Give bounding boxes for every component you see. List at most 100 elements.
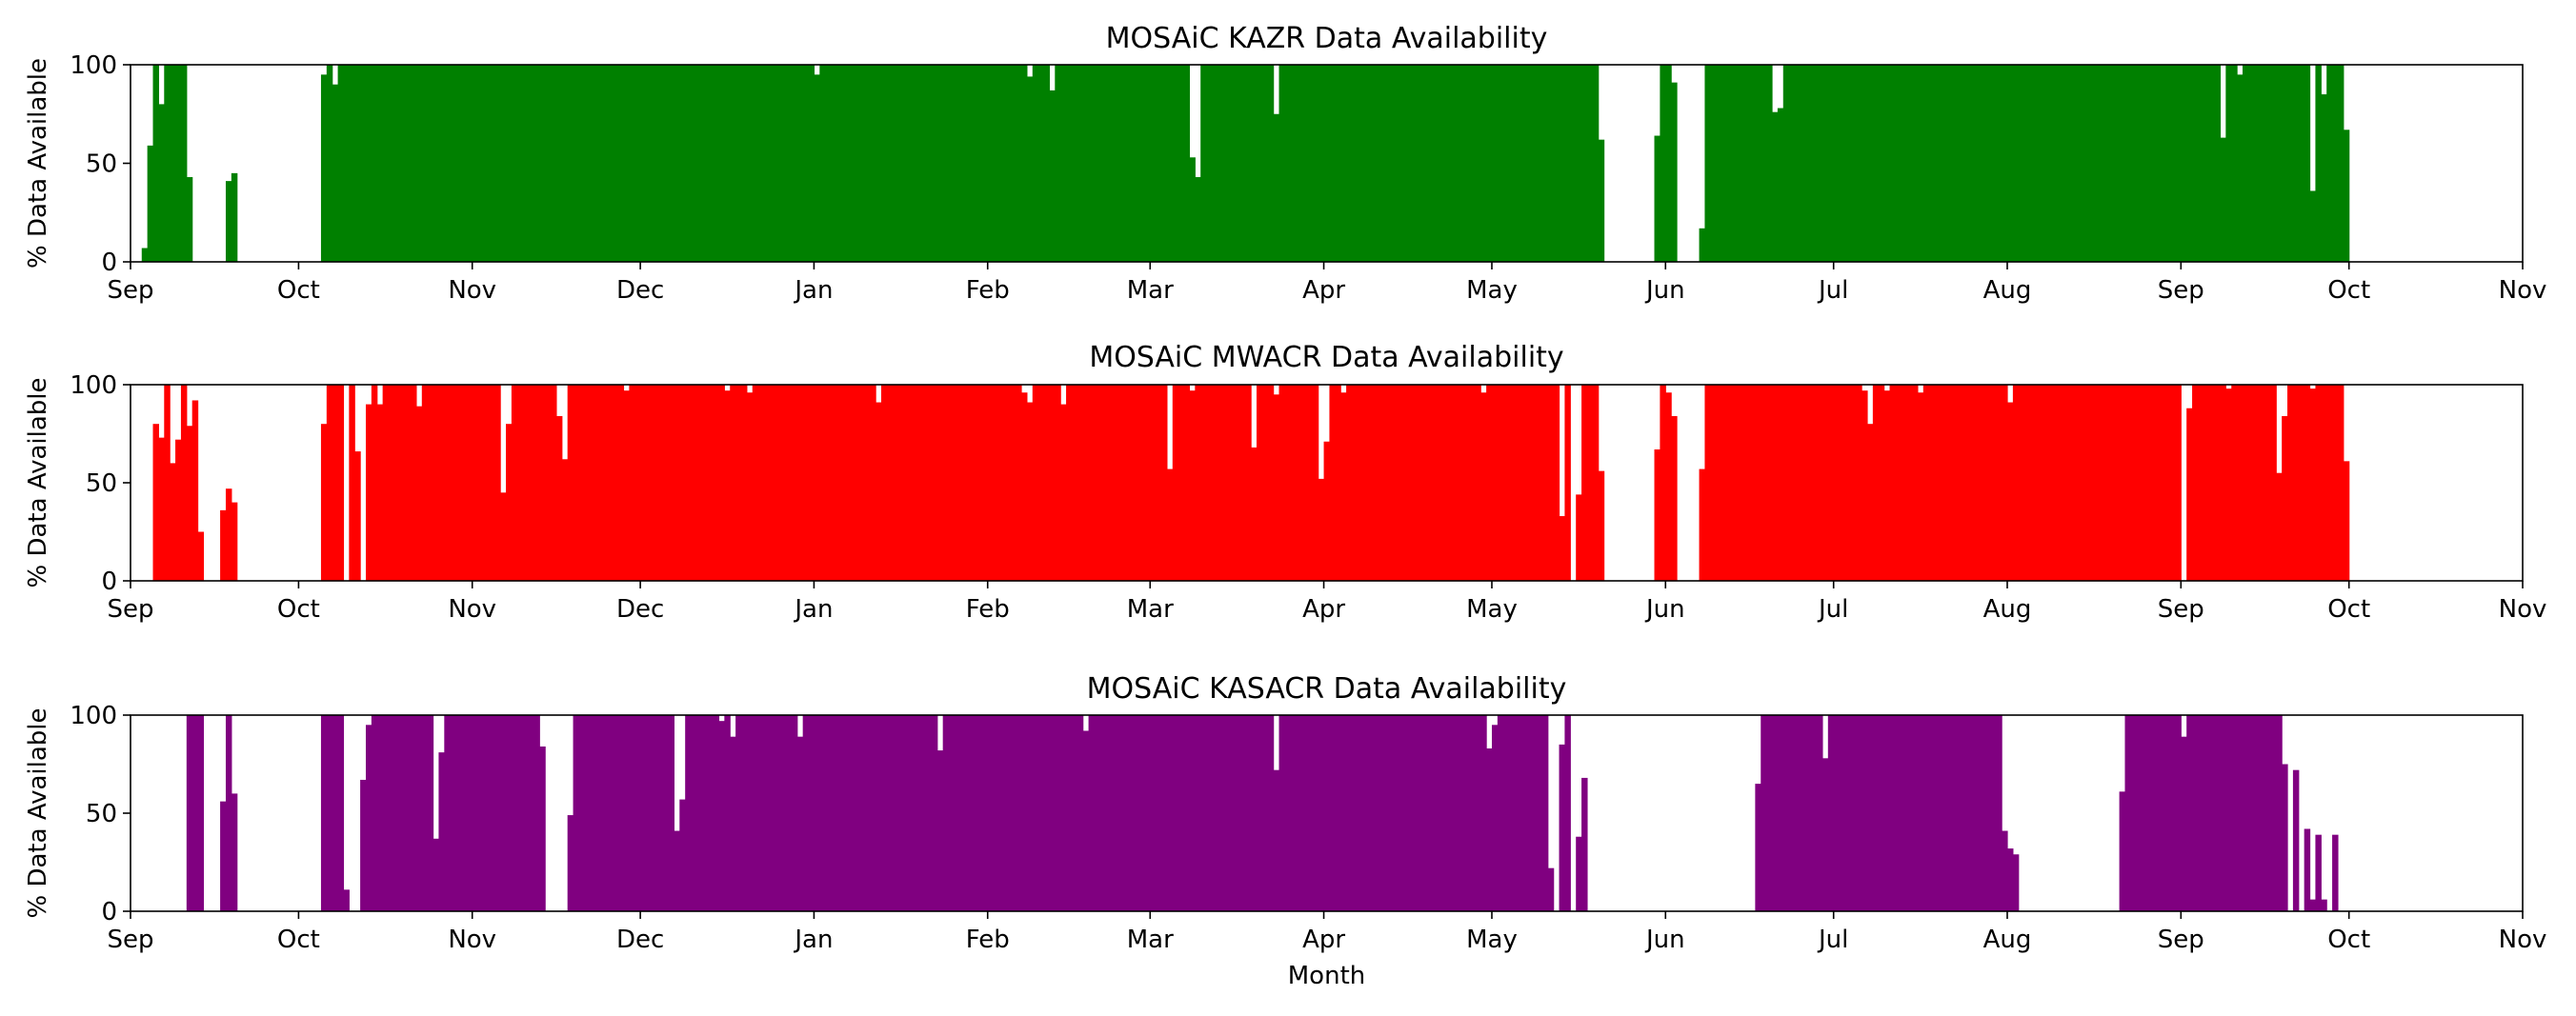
data-bar: [875, 402, 882, 581]
data-bar: [1284, 715, 1291, 911]
data-bar: [1043, 715, 1051, 911]
data-bar: [2203, 715, 2210, 911]
data-bar: [1071, 65, 1078, 262]
data-bar: [1592, 385, 1600, 581]
data-bar: [2006, 65, 2014, 262]
data-bar: [411, 65, 417, 262]
data-bar: [640, 65, 647, 262]
data-bar: [915, 385, 921, 581]
data-bar: [2264, 715, 2271, 911]
data-bar: [1436, 65, 1442, 262]
data-bar: [948, 385, 956, 581]
data-bar: [915, 715, 921, 911]
data-bar: [1856, 385, 1862, 581]
data-bar: [1346, 715, 1353, 911]
data-bar: [516, 715, 524, 911]
data-bar: [634, 385, 641, 581]
data-bar: [1547, 385, 1555, 581]
data-bar: [1133, 65, 1140, 262]
data-bar: [1945, 385, 1952, 581]
data-bar: [1318, 478, 1325, 581]
data-bar: [1732, 65, 1740, 262]
data-bar: [1772, 385, 1779, 581]
data-bar: [1211, 715, 1218, 911]
data-bar: [909, 385, 916, 581]
data-bar: [2041, 385, 2047, 581]
data-bar: [578, 385, 585, 581]
x-tick-label: Sep: [2158, 595, 2204, 624]
x-tick-label: May: [1466, 595, 1518, 624]
data-bar: [2107, 65, 2115, 262]
data-bar: [1576, 65, 1582, 262]
data-bar: [1401, 385, 1409, 581]
data-bar: [337, 715, 345, 911]
data-bar: [1385, 65, 1392, 262]
data-bar: [2097, 385, 2103, 581]
data-bar: [1463, 385, 1471, 581]
data-bar: [600, 385, 608, 581]
data-bar: [483, 65, 490, 262]
data-bar: [1817, 385, 1823, 581]
data-bar: [1016, 65, 1022, 262]
data-bar: [825, 385, 832, 581]
data-bar: [2242, 65, 2249, 262]
data-bar: [1357, 385, 1364, 581]
data-bar: [1436, 715, 1442, 911]
data-bar: [1480, 715, 1487, 911]
data-bar: [617, 65, 625, 262]
data-bar: [1374, 385, 1380, 581]
data-bar: [1037, 65, 1045, 262]
x-tick-label: Mar: [1127, 276, 1174, 305]
data-bar: [1413, 65, 1420, 262]
data-bar: [1177, 715, 1185, 911]
data-bar: [231, 502, 238, 581]
data-bar: [2018, 385, 2025, 581]
data-bar: [2113, 65, 2121, 262]
data-bar: [1541, 65, 1549, 262]
data-bar: [1312, 715, 1319, 911]
data-bar: [2332, 65, 2339, 262]
data-bar: [965, 65, 972, 262]
data-bar: [2276, 715, 2283, 911]
data-bar: [326, 65, 333, 262]
data-bar: [1161, 65, 1168, 262]
data-bar: [1037, 385, 1045, 581]
data-bar: [573, 385, 580, 581]
data-bar: [2080, 385, 2086, 581]
data-bar: [2147, 65, 2154, 262]
data-bar: [1004, 715, 1011, 911]
data-bar: [1502, 65, 1510, 262]
data-bar: [516, 65, 524, 262]
data-bar: [191, 715, 199, 911]
data-bar: [405, 715, 412, 911]
data-bar: [1105, 715, 1112, 911]
data-bar: [1436, 385, 1442, 581]
y-tick-label: 0: [101, 568, 117, 596]
data-bar: [1261, 385, 1269, 581]
data-bar: [757, 65, 765, 262]
data-bar: [152, 424, 159, 581]
data-bar: [551, 65, 557, 262]
data-bar: [1463, 715, 1471, 911]
data-bar: [1082, 385, 1090, 581]
data-bar: [2225, 388, 2232, 581]
data-bar: [791, 385, 798, 581]
data-bar: [802, 65, 810, 262]
data-bar: [724, 65, 731, 262]
data-bar: [1782, 385, 1790, 581]
data-bar: [1284, 385, 1291, 581]
data-bar: [388, 715, 394, 911]
data-bar: [1357, 715, 1364, 911]
data-bar: [455, 65, 462, 262]
data-bar: [612, 715, 619, 911]
data-bar: [186, 176, 193, 262]
data-bar: [1060, 715, 1067, 911]
data-bar: [1026, 402, 1034, 581]
data-bar: [2035, 65, 2042, 262]
data-bar: [936, 385, 944, 581]
data-bar: [835, 385, 843, 581]
data-bar: [2068, 65, 2076, 262]
data-bar: [707, 385, 714, 581]
data-bar: [1928, 385, 1936, 581]
data-bar: [371, 385, 378, 581]
